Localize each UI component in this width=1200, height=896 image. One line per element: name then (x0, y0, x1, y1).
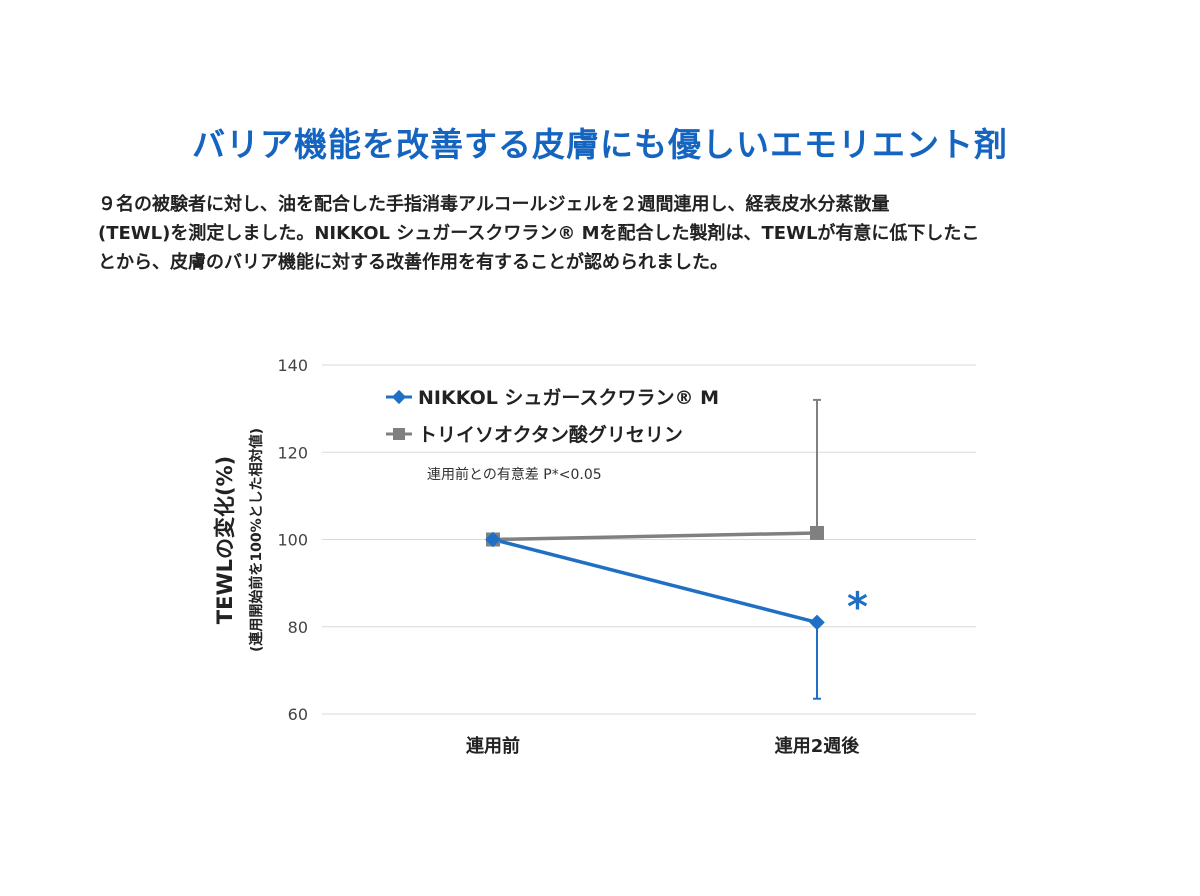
series-line-1 (492, 537, 818, 625)
description-line: とから、皮膚のバリア機能に対する改善作用を有することが認められました。 (98, 252, 728, 273)
description-line: (TEWL)を測定しました。NIKKOL シュガースクワラン® Mを配合した製剤… (98, 223, 980, 244)
description: ９名の被験者に対し、油を配合した手指消毒アルコールジェルを２週間連用し、経表皮水… (98, 190, 1108, 277)
legend-item-series-2: トリイソオクタン酸グリセリン (386, 423, 683, 446)
x-category-labels: 連用前 連用2週後 (466, 735, 860, 757)
legend-diamond-icon (391, 389, 407, 405)
legend-label-series-2: トリイソオクタン酸グリセリン (418, 423, 683, 446)
y-tick-label: 100 (277, 531, 308, 550)
legend: NIKKOL シュガースクワラン® M トリイソオクタン酸グリセリン 連用前との… (386, 387, 719, 483)
series-line-2 (492, 531, 818, 542)
y-tick-label: 140 (277, 356, 308, 375)
y-axis-sublabel: (連用開始前を100%とした相対値) (248, 428, 265, 652)
y-tick-label: 80 (288, 618, 308, 637)
x-category-label: 連用2週後 (775, 735, 861, 757)
gridlines (322, 364, 976, 715)
y-axis-label: TEWLの変化(%) (213, 456, 237, 624)
series-lines (492, 531, 818, 625)
error-bars (813, 398, 821, 700)
y-axis-title: TEWLの変化(%) (213, 456, 237, 624)
y-axis-subtitle: (連用開始前を100%とした相対値) (248, 428, 265, 652)
y-tick-label: 120 (277, 443, 308, 462)
x-category-label: 連用前 (466, 735, 520, 757)
y-tick-label: 60 (288, 705, 308, 724)
y-tick-labels: 60 80 100 120 140 (277, 356, 308, 724)
significance-note: 連用前との有意差 P*<0.05 (427, 466, 602, 483)
page-title: バリア機能を改善する皮膚にも優しいエモリエント剤 (192, 125, 1008, 164)
significance-asterisk: * (847, 584, 868, 630)
description-line: ９名の被験者に対し、油を配合した手指消毒アルコールジェルを２週間連用し、経表皮水… (98, 194, 890, 215)
data-point-square (810, 525, 824, 540)
series-markers (485, 525, 825, 631)
legend-label-series-1: NIKKOL シュガースクワラン® M (418, 387, 719, 409)
legend-item-series-1: NIKKOL シュガースクワラン® M (386, 387, 719, 409)
legend-square-icon (393, 428, 405, 440)
data-point-diamond (809, 614, 825, 631)
